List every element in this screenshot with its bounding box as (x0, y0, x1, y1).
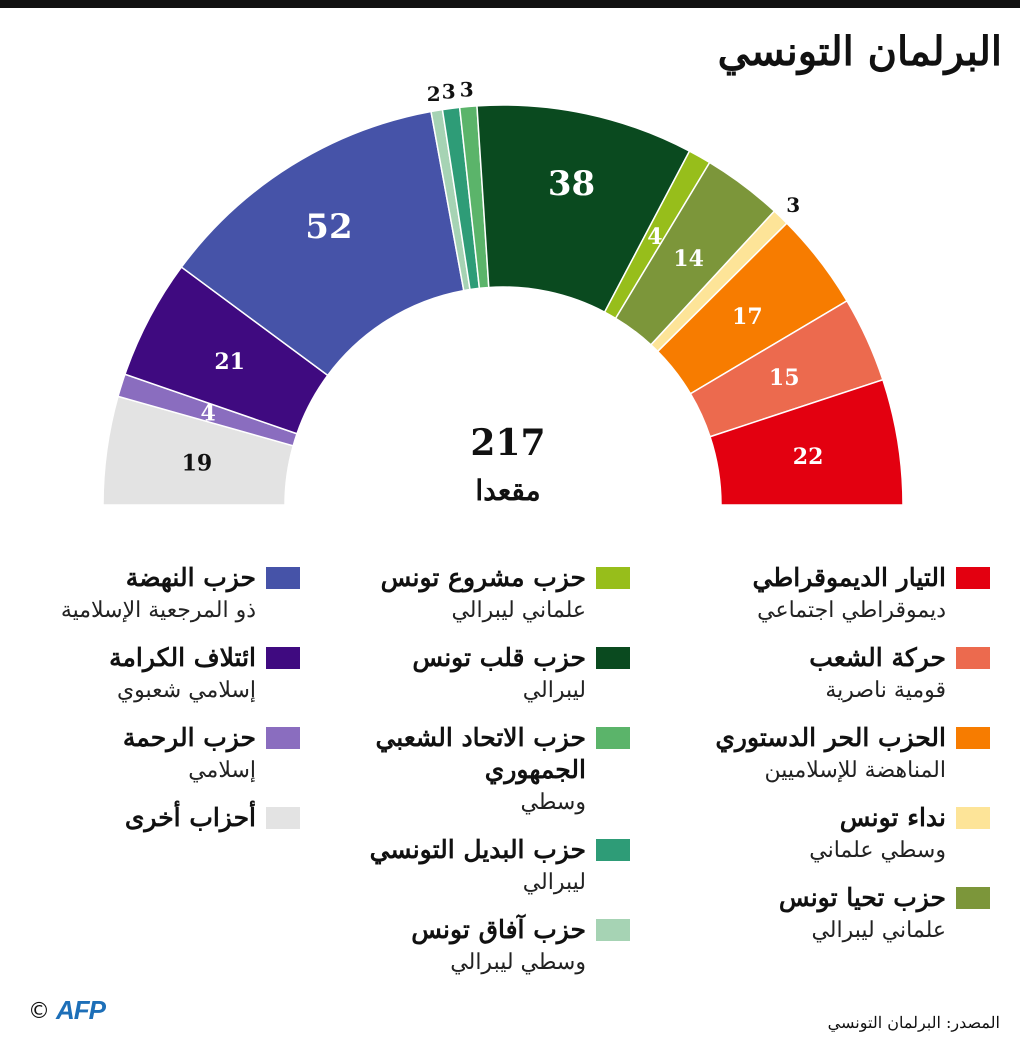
total-seats-value: 217 (470, 422, 545, 464)
total-seats-label: مقعدا (475, 474, 540, 507)
legend-party-description: علماني ليبرالي (811, 918, 946, 943)
legend-party-name: نداء تونس (839, 803, 946, 832)
legend-item: حزب آفاق تونس وسطي ليبرالي (330, 914, 630, 980)
legend-swatch (596, 727, 630, 749)
legend-party-name: حزب الاتحاد الشعبي الجمهوري (375, 723, 586, 784)
legend-item: حزب الاتحاد الشعبي الجمهوري وسطي (330, 722, 630, 820)
legend-swatch (266, 807, 300, 829)
legend-swatch (956, 567, 990, 589)
legend-party-description: إسلامي شعبوي (116, 678, 256, 703)
legend-swatch (956, 647, 990, 669)
arc-segment (709, 378, 904, 506)
arc-value-label: 21 (214, 349, 245, 375)
legend-party-description: وسطي علماني (809, 838, 946, 863)
legend-party-name: أحزاب أخرى (124, 803, 256, 832)
legend-swatch (956, 887, 990, 909)
legend-party-name: حزب آفاق تونس (411, 915, 586, 944)
legend-party-name: حزب مشروع تونس (380, 563, 586, 592)
legend-party-description: المناهضة للإسلاميين (764, 758, 946, 783)
arc-value-label: 3 (460, 78, 474, 102)
legend-party-name: حزب تحيا تونس (778, 883, 946, 912)
legend-party-description: ذو المرجعية الإسلامية (60, 598, 256, 623)
legend-item: حزب البديل التونسي ليبرالي (330, 834, 630, 900)
legend-party-description: إسلامي (188, 758, 256, 783)
arc-value-label: 14 (673, 246, 704, 272)
legend-swatch (596, 919, 630, 941)
arc-value-label: 4 (647, 224, 662, 250)
legend-swatch (266, 647, 300, 669)
legend-swatch (596, 567, 630, 589)
legend-swatch (266, 727, 300, 749)
legend-item: نداء تونس وسطي علماني (690, 802, 990, 868)
legend-item: حركة الشعب قومية ناصرية (690, 642, 990, 708)
arc-value-label: 3 (786, 193, 800, 217)
source-note: المصدر: البرلمان التونسي (827, 1013, 1000, 1032)
legend-party-description: علماني ليبرالي (451, 598, 586, 623)
legend-party-name: التيار الديموقراطي (752, 563, 946, 592)
legend-column-left: حزب النهضة ذو المرجعية الإسلامية ائتلاف ال… (0, 562, 300, 848)
legend-item: حزب مشروع تونس علماني ليبرالي (330, 562, 630, 628)
legend-party-description: ليبرالي (522, 870, 586, 895)
legend-item: حزب النهضة ذو المرجعية الإسلامية (0, 562, 300, 628)
legend-column-right: التيار الديموقراطي ديموقراطي اجتماعي حركة … (690, 562, 990, 962)
arc-value-label: 19 (182, 451, 213, 477)
legend-party-name: حزب قلب تونس (412, 643, 586, 672)
afp-logo: AFP (56, 995, 106, 1025)
legend-party-name: ائتلاف الكرامة (109, 643, 256, 672)
legend-swatch (596, 647, 630, 669)
legend-item: حزب الرحمة إسلامي (0, 722, 300, 788)
arc-value-label: 4 (201, 400, 216, 426)
legend-party-name: حركة الشعب (809, 643, 946, 672)
chart-title: البرلمان التونسي (717, 28, 1002, 75)
legend-item: حزب تحيا تونس علماني ليبرالي (690, 882, 990, 948)
copyright-symbol: © (28, 999, 50, 1024)
legend-item: التيار الديموقراطي ديموقراطي اجتماعي (690, 562, 990, 628)
arc-value-label: 15 (769, 365, 800, 391)
legend-party-name: حزب البديل التونسي (369, 835, 586, 864)
arc-value-label: 3 (442, 80, 456, 104)
legend-party-description: قومية ناصرية (825, 678, 946, 703)
legend-party-name: حزب الرحمة (122, 723, 256, 752)
arc-value-label: 38 (548, 164, 595, 204)
arc-value-label: 52 (305, 207, 352, 247)
legend-item: ائتلاف الكرامة إسلامي شعبوي (0, 642, 300, 708)
legend-swatch (956, 807, 990, 829)
legend-item: أحزاب أخرى (0, 802, 300, 834)
legend-swatch (956, 727, 990, 749)
legend-column-middle: حزب مشروع تونس علماني ليبرالي حزب قلب تونس… (330, 562, 630, 994)
legend-party-name: حزب النهضة (125, 563, 256, 592)
legend-item: الحزب الحر الدستوري المناهضة للإسلاميين (690, 722, 990, 788)
legend-item: حزب قلب تونس ليبرالي (330, 642, 630, 708)
legend-party-name: الحزب الحر الدستوري (715, 723, 946, 752)
legend-party-description: ديموقراطي اجتماعي (757, 598, 946, 623)
top-rule (0, 0, 1020, 8)
arc-value-label: 17 (732, 304, 763, 330)
legend-swatch (266, 567, 300, 589)
legend-party-description: وسطي ليبرالي (450, 950, 586, 975)
legend-party-description: ليبرالي (522, 678, 586, 703)
arc-value-label: 2 (427, 82, 441, 106)
legend-swatch (596, 839, 630, 861)
arc-value-label: 22 (793, 444, 824, 470)
legend-party-description: وسطي (520, 790, 586, 815)
arc-segment (180, 110, 465, 377)
